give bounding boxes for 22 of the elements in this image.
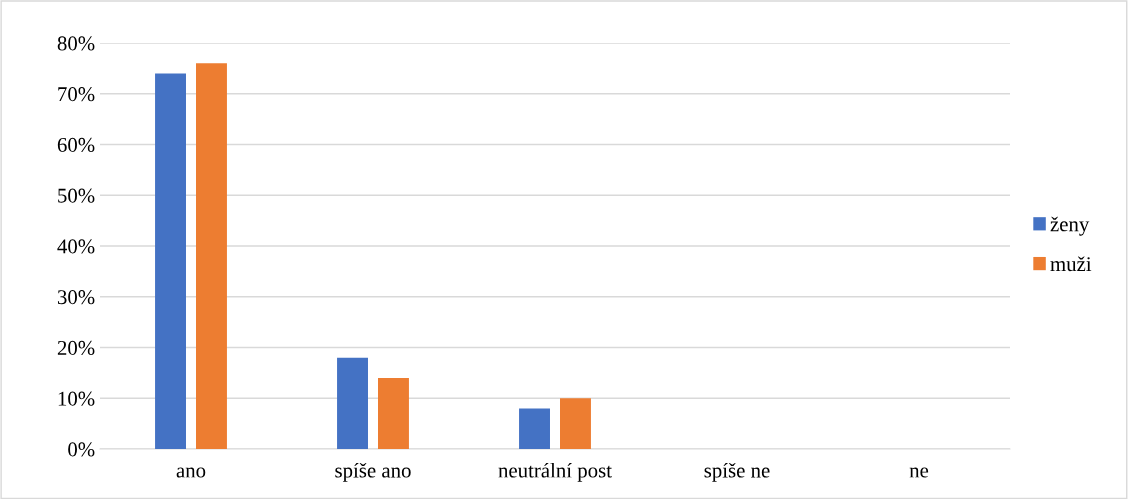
bar — [155, 73, 186, 449]
y-tick-label: 30% — [57, 290, 95, 305]
x-tick-label: ano — [176, 467, 206, 478]
x-tick-label: neutrální post — [498, 462, 612, 482]
y-tick-label: 70% — [58, 87, 95, 102]
y-tick-label: 0% — [68, 442, 95, 457]
legend-label: ženy — [1050, 216, 1090, 236]
bar — [378, 377, 409, 449]
y-tick-label: 50% — [58, 188, 95, 203]
y-tick-label: 40% — [57, 239, 95, 254]
bar — [560, 398, 591, 449]
x-tick-label: spíše ne — [704, 462, 770, 482]
bar — [337, 357, 368, 449]
y-tick-label: 80% — [57, 36, 95, 51]
y-tick-label: 20% — [57, 340, 95, 355]
y-tick-label: 60% — [57, 137, 95, 152]
x-tick-label: spíše ano — [335, 462, 411, 482]
legend-label: muži — [1050, 256, 1092, 272]
x-tick-label: ne — [909, 467, 929, 478]
bar — [196, 63, 227, 449]
bar — [519, 408, 550, 449]
y-tick-label: 10% — [58, 391, 95, 406]
